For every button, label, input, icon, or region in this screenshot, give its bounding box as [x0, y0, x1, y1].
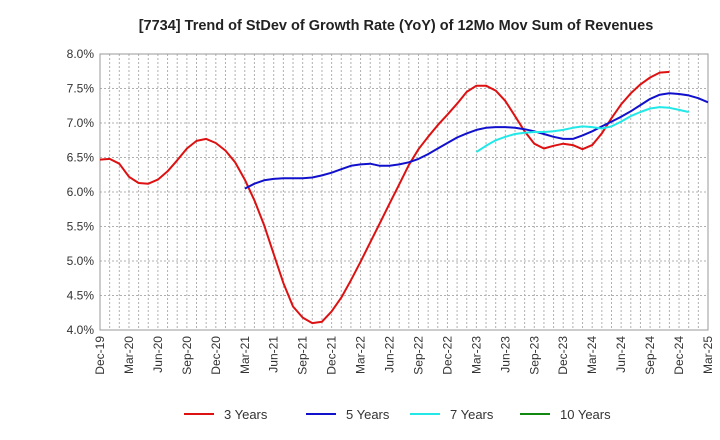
legend: 3 Years 5 Years 7 Years 10 Years: [184, 407, 611, 422]
x-tick-label: Jun-20: [151, 336, 165, 373]
y-tick-label: 5.0%: [67, 254, 95, 268]
x-axis: Dec-19 Mar-20 Jun-20 Sep-20 Dec-20 Mar-21 Jun-…: [93, 336, 715, 375]
x-tick-label: Mar-20: [122, 336, 136, 374]
x-tick-label: Mar-23: [469, 336, 483, 374]
x-tick-label: Dec-22: [440, 336, 454, 375]
x-tick-label: Jun-24: [614, 336, 628, 373]
x-tick-label: Mar-24: [585, 336, 599, 374]
x-tick-label: Mar-22: [354, 336, 368, 374]
series-line-3-years: [99, 70, 670, 325]
y-tick-label: 5.5%: [67, 220, 95, 234]
x-tick-label: Dec-20: [209, 336, 223, 375]
grid: [99, 53, 709, 331]
x-tick-label: Dec-21: [325, 336, 339, 375]
x-tick-label: Sep-22: [411, 336, 425, 375]
x-tick-label: Mar-25: [701, 336, 715, 374]
series-line-5-years: [244, 92, 709, 190]
x-tick-label: Dec-19: [93, 336, 107, 375]
series-line-7-years: [475, 106, 689, 153]
chart-title: [7734] Trend of StDev of Growth Rate (Yo…: [139, 18, 654, 34]
x-tick-label: Sep-23: [527, 336, 541, 375]
x-tick-label: Jun-22: [383, 336, 397, 373]
x-tick-label: Sep-24: [643, 336, 657, 375]
y-tick-label: 6.0%: [67, 185, 95, 199]
x-tick-label: Mar-21: [238, 336, 252, 374]
x-tick-label: Sep-21: [296, 336, 310, 375]
legend-label: 5 Years: [346, 407, 390, 422]
plot-area-frame: [99, 53, 709, 331]
y-tick-label: 6.5%: [67, 151, 95, 165]
x-tick-label: Jun-21: [267, 336, 281, 373]
y-tick-label: 4.5%: [67, 289, 95, 303]
legend-label: 7 Years: [450, 407, 494, 422]
x-tick-label: Jun-23: [498, 336, 512, 373]
series-lines: [99, 70, 709, 325]
y-tick-label: 7.5%: [67, 82, 95, 96]
legend-label: 10 Years: [560, 407, 611, 422]
y-tick-label: 7.0%: [67, 116, 95, 130]
x-tick-label: Sep-20: [180, 336, 194, 375]
y-tick-label: 4.0%: [67, 323, 95, 337]
legend-label: 3 Years: [224, 407, 268, 422]
x-tick-label: Dec-23: [556, 336, 570, 375]
x-tick-label: Dec-24: [672, 336, 686, 375]
y-axis: 4.0% 4.5% 5.0% 5.5% 6.0% 6.5% 7.0% 7.5% 8.0%: [67, 47, 95, 337]
y-tick-label: 8.0%: [67, 47, 95, 61]
